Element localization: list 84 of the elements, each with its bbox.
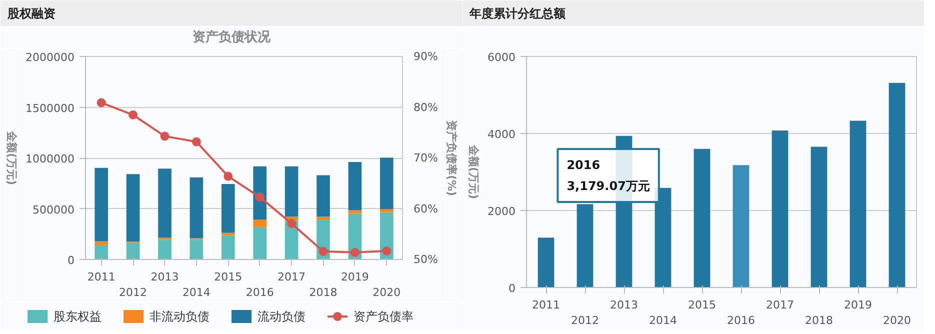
x-tick-label: 2011 <box>532 298 560 312</box>
x-tick-label: 2018 <box>805 314 834 328</box>
y-tick-label: 0 <box>508 282 516 295</box>
chart-title: 股权融资 <box>6 6 56 20</box>
bar <box>221 184 235 233</box>
y-axis-title: 金额(万元) <box>467 144 480 200</box>
point <box>318 246 328 256</box>
x-tick-label: 2016 <box>727 314 756 328</box>
bar <box>694 148 710 288</box>
x-tick-label: 2012 <box>119 286 148 300</box>
x-tick-label: 2012 <box>571 314 600 328</box>
y-tick-label: 1000000 <box>26 152 75 166</box>
point <box>96 98 106 108</box>
bar <box>316 216 330 220</box>
y-tick-label: 2000000 <box>26 51 75 64</box>
point <box>192 137 201 146</box>
x-tick-label: 2013 <box>150 270 179 284</box>
chart-title: 年度累计分红总额 <box>468 6 566 20</box>
x-tick-label: 2017 <box>766 298 794 312</box>
y2-tick-label: 70% <box>414 152 438 164</box>
bar <box>126 174 140 242</box>
legend-label: 股东权益 <box>54 310 102 324</box>
y2-axis-title: 资产负债率(%) <box>445 120 458 196</box>
bar <box>158 237 172 240</box>
y-tick-label: 2000 <box>488 205 516 218</box>
y-tick-label: 6000 <box>488 51 516 64</box>
y2-tick-label: 90% <box>414 50 438 63</box>
x-tick-label: 2014 <box>182 286 210 300</box>
bar <box>810 146 828 288</box>
legend-label: 流动负债 <box>258 310 306 324</box>
y-tick-label: 1500000 <box>26 102 75 115</box>
x-tick-label: 2016 <box>246 286 274 300</box>
bar <box>888 82 906 288</box>
x-tick-label: 2020 <box>883 314 912 328</box>
y-tick-label: 0 <box>68 254 74 267</box>
x-tick-label: 2015 <box>688 298 716 312</box>
legend-label: 非流动负债 <box>150 310 210 324</box>
bar <box>158 168 172 238</box>
bar <box>126 242 140 260</box>
bar <box>316 175 330 217</box>
y2-tick-label: 50% <box>414 253 438 266</box>
x-tick-label: 2013 <box>610 298 638 312</box>
y2-tick-label: 80% <box>414 100 438 114</box>
x-tick-label: 2015 <box>214 270 242 284</box>
bar <box>253 220 267 227</box>
x-tick-label: 2014 <box>649 314 678 328</box>
bar <box>158 240 172 260</box>
x-tick-label: 2011 <box>87 270 116 284</box>
chart-subtitle: 资产负债状况 <box>192 29 272 45</box>
annotation: 2016 3,179.07万元 <box>566 158 650 194</box>
x-tick-label: 2020 <box>372 286 401 300</box>
bar <box>190 177 204 238</box>
bar <box>253 226 267 260</box>
bar <box>850 120 866 288</box>
point <box>350 248 360 257</box>
bar <box>221 235 235 260</box>
point <box>160 132 170 141</box>
bar <box>284 166 298 217</box>
point <box>255 192 264 202</box>
bar <box>380 208 394 212</box>
point <box>382 246 392 256</box>
bar <box>190 240 204 260</box>
bar <box>94 168 108 242</box>
bar <box>348 162 362 210</box>
point <box>287 218 296 228</box>
x-tick-label: 2019 <box>844 298 872 312</box>
y-axis-title: 金额(万元) <box>5 130 18 186</box>
bar <box>94 244 108 260</box>
point <box>224 172 233 181</box>
bar <box>221 232 235 236</box>
legend-label: 资产负债率 <box>354 310 414 324</box>
bar <box>538 238 554 288</box>
y-tick-label: 4000 <box>488 128 516 141</box>
bar <box>772 130 788 288</box>
bar <box>348 210 362 214</box>
bar <box>380 158 394 209</box>
x-tick-label: 2018 <box>309 286 338 300</box>
x-tick-label: 2019 <box>340 270 369 284</box>
y2-tick-label: 60% <box>414 202 438 216</box>
point <box>128 110 138 120</box>
bar <box>94 241 108 244</box>
bar <box>732 165 750 288</box>
y-tick-label: 500000 <box>32 203 75 216</box>
x-tick-label: 2017 <box>278 270 306 284</box>
